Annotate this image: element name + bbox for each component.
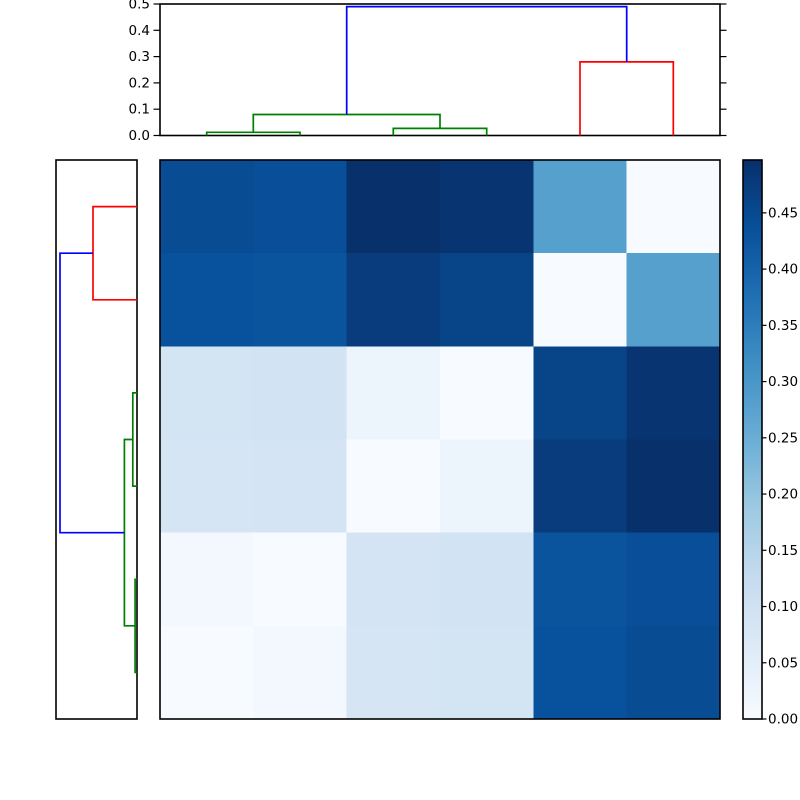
heatmap-cell	[440, 253, 534, 347]
axis-tick-label: 0.1	[129, 102, 150, 118]
colorbar-tick-label: 0.30	[768, 374, 798, 390]
dendrogram-link-blue	[345, 5, 628, 115]
colorbar-border	[742, 159, 763, 720]
heatmap-cell	[253, 532, 348, 627]
heatmap-cell	[160, 160, 254, 254]
heatmap-cell	[533, 532, 628, 627]
heatmap-border	[159, 159, 721, 720]
colorbar-tick-label: 0.05	[768, 655, 798, 671]
heatmap-cell	[253, 253, 348, 347]
heatmap-cell	[626, 253, 721, 347]
heatmap-cell	[626, 346, 721, 440]
heatmap-cell	[626, 532, 721, 627]
distance-axis: 0.0 0.1 0.2 0.3 0.4 0.5	[129, 0, 727, 144]
heatmap-cell	[160, 253, 254, 347]
dendrogram-link-green	[252, 113, 441, 133]
heatmap-cell	[440, 160, 534, 254]
colorbar-gradient	[743, 160, 762, 719]
heatmap-cell	[346, 346, 441, 440]
colorbar-tick-label: 0.00	[768, 712, 798, 728]
colorbar-tick-label: 0.15	[768, 543, 798, 559]
dendrogram-link-green	[392, 127, 488, 136]
axis-tick-label: 0.3	[129, 49, 150, 65]
dendrogram-link-red	[92, 205, 137, 301]
heatmap-cell	[533, 160, 628, 254]
colorbar-tick-label: 0.40	[768, 262, 798, 278]
axis-tick-label: 0.5	[129, 0, 150, 13]
heatmap-cell	[440, 532, 534, 627]
heatmap-cell	[346, 532, 441, 627]
heatmap-cell	[440, 346, 534, 440]
heatmap-cell	[346, 253, 441, 347]
colorbar-tick-label: 0.45	[768, 205, 798, 221]
heatmap-cell	[346, 439, 441, 534]
heatmap-cell	[253, 439, 348, 534]
heatmap-cell	[160, 439, 254, 534]
heatmap-cell	[160, 532, 254, 627]
heatmap-cell	[253, 160, 348, 254]
heatmap-cell	[346, 160, 441, 254]
axis-tick-label: 0.0	[129, 128, 150, 144]
heatmap-cell	[533, 625, 628, 720]
colorbar-tick-label: 0.20	[768, 487, 798, 503]
heatmap-cell	[440, 439, 534, 534]
colorbar-tick-label: 0.10	[768, 599, 798, 615]
axis-tick-label: 0.4	[129, 23, 150, 39]
colorbar: 0.00 0.05 0.10 0.15 0.20 0.25 0.30 0.35 0.40 0.45	[742, 159, 798, 728]
heatmap-cell	[626, 625, 721, 720]
heatmap-cell	[533, 253, 628, 347]
heatmap-cell	[626, 160, 721, 254]
column-dendrogram	[159, 3, 721, 137]
heatmap-cell	[626, 439, 721, 534]
heatmap-cell	[533, 346, 628, 440]
heatmap-cell	[160, 346, 254, 440]
top-dendrogram-box	[159, 3, 721, 137]
dendrogram-link-blue	[59, 252, 125, 534]
colorbar-tick-label: 0.25	[768, 430, 798, 446]
left-dendrogram-box	[55, 159, 138, 720]
heatmap-cell	[440, 625, 534, 720]
heatmap-cell	[346, 625, 441, 720]
row-dendrogram	[55, 159, 138, 720]
heatmap-cell	[253, 346, 348, 440]
heatmap-cell	[533, 439, 628, 534]
dendrogram-link-red	[579, 61, 675, 136]
axis-tick-label: 0.2	[129, 75, 150, 91]
colorbar-tick-label: 0.35	[768, 318, 798, 334]
heatmap-cell	[253, 625, 348, 720]
heatmap	[159, 159, 721, 720]
heatmap-cell	[160, 625, 254, 720]
